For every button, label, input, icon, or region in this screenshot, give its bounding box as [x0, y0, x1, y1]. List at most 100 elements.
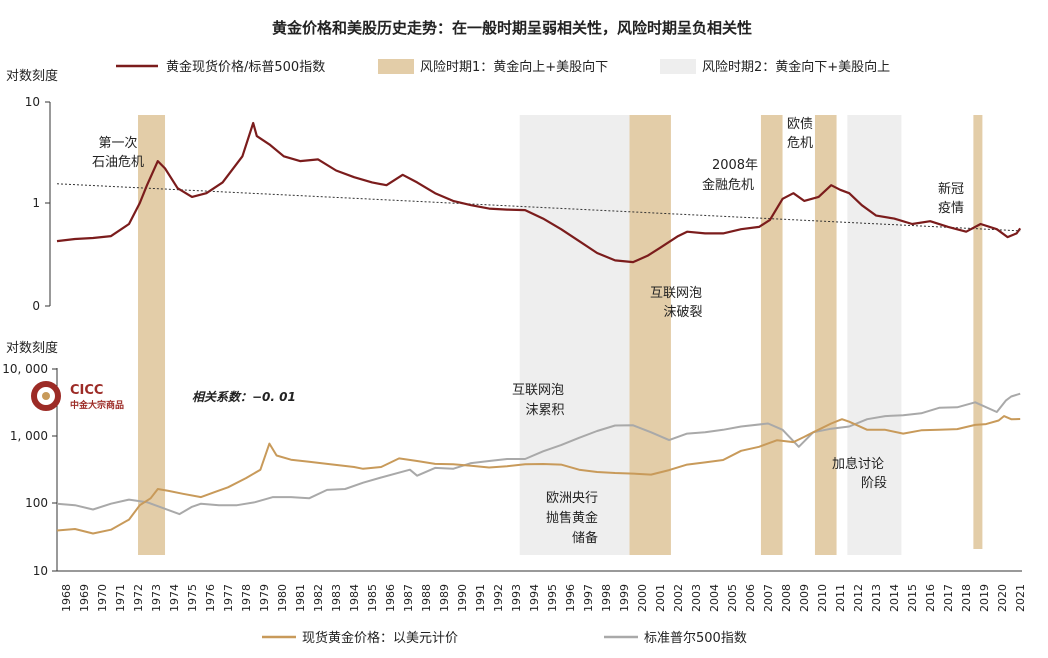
x-tick-label: 1988	[420, 584, 433, 612]
x-tick-label: 1999	[618, 584, 631, 612]
x-tick-label: 1992	[492, 584, 505, 612]
legend-gold-label: 现货黄金价格：以美元计价	[302, 630, 458, 646]
bottom-tick-label-1000: 1, 000	[10, 429, 48, 443]
x-tick-label: 1974	[168, 584, 181, 612]
x-tick-label: 1969	[78, 584, 91, 612]
risk2-band-0	[519, 115, 630, 555]
x-tick-label: 1994	[528, 584, 541, 612]
annot-rate-hike-1: 加息讨论	[832, 456, 884, 472]
top-tick-label-0: 0	[32, 299, 40, 313]
x-tick-label: 2007	[762, 584, 775, 612]
cicc-logo-subtitle: 中金大宗商品	[70, 399, 124, 411]
bottom-tick-label-100: 100	[25, 496, 48, 510]
legend-risk2-label: 风险时期2：黄金向下+美股向上	[702, 59, 890, 75]
annot-dotcom-build-2: 沫累积	[525, 403, 564, 418]
x-tick-label: 1978	[240, 584, 253, 612]
x-tick-label: 2008	[780, 584, 793, 612]
x-tick-label: 1990	[456, 584, 469, 612]
x-tick-label: 2011	[834, 584, 847, 612]
annot-euro-2: 危机	[787, 136, 813, 151]
x-tick-label: 2004	[708, 584, 721, 612]
annot-gfc-2: 金融危机	[702, 177, 754, 193]
x-tick-label: 2009	[798, 584, 811, 612]
x-tick-label: 1998	[600, 584, 613, 612]
legend-spx-label: 标准普尔500指数	[644, 631, 747, 646]
x-tick-label: 2014	[888, 584, 901, 612]
annot-oil-crisis-1: 第一次	[98, 135, 137, 151]
x-tick-label: 1976	[204, 584, 217, 612]
top-axis: 对数刻度 10 1 0	[6, 68, 58, 313]
annot-oil-crisis-2: 石油危机	[92, 155, 144, 170]
x-tick-label: 1986	[384, 584, 397, 612]
risk1-band-1	[629, 115, 671, 555]
legend-risk1-label: 风险时期1：黄金向上+美股向下	[420, 59, 608, 75]
risk1-band-2	[760, 115, 783, 555]
x-tick-label: 2003	[690, 584, 703, 612]
legend-risk2-swatch	[660, 59, 696, 74]
top-tick-label-1: 1	[32, 196, 40, 210]
cicc-logo: CICC 中金大宗商品	[31, 381, 124, 411]
x-tick-label: 1972	[132, 584, 145, 612]
annot-dotcom-burst-2: 沫破裂	[663, 305, 702, 320]
x-tick-label: 2020	[996, 584, 1009, 612]
annot-covid-2: 疫情	[938, 200, 964, 216]
x-tick-label: 1983	[330, 584, 343, 612]
x-tick-label: 2012	[852, 584, 865, 612]
x-tick-label: 2015	[906, 584, 919, 612]
x-tick-label: 1981	[294, 584, 307, 612]
annot-euro-1: 欧债	[787, 117, 813, 132]
x-tick-label: 1970	[96, 584, 109, 612]
x-tick-label: 2016	[924, 584, 937, 612]
x-tick-label: 1989	[438, 584, 451, 612]
x-tick-label: 1987	[402, 584, 415, 612]
annot-ecb-3: 储备	[572, 530, 598, 546]
x-tick-label: 1980	[276, 584, 289, 612]
annot-covid-1: 新冠	[938, 181, 964, 197]
annot-ecb-1: 欧洲央行	[546, 491, 598, 506]
x-tick-label: 2019	[978, 584, 991, 612]
x-tick-label: 1968	[60, 584, 73, 612]
bottom-legend: 现货黄金价格：以美元计价 标准普尔500指数	[262, 630, 747, 646]
x-tick-label: 1975	[186, 584, 199, 612]
risk1-band-3	[814, 115, 837, 555]
top-legend: 黄金现货价格/标普500指数 风险时期1：黄金向上+美股向下 风险时期2：黄金向…	[116, 59, 890, 75]
x-tick-label: 1984	[348, 584, 361, 612]
spx-line	[56, 392, 1021, 516]
annot-correlation: 相关系数：−0. 01	[192, 390, 296, 404]
x-tick-label: 1985	[366, 584, 379, 612]
top-tick-label-10: 10	[25, 95, 40, 109]
x-tick-label: 2013	[870, 584, 883, 612]
x-tick-label: 1982	[312, 584, 325, 612]
risk-period-shading	[138, 115, 983, 555]
annot-gfc-1: 2008年	[712, 158, 758, 173]
gold-spx-ratio-line	[56, 121, 1022, 264]
bottom-y-axis-title: 对数刻度	[6, 340, 58, 356]
x-tick-label: 1979	[258, 584, 271, 612]
x-tick-label: 1977	[222, 584, 235, 612]
x-tick-label: 1993	[510, 584, 523, 612]
x-tick-label: 1995	[546, 584, 559, 612]
cicc-logo-core	[42, 392, 50, 400]
top-y-axis-title: 对数刻度	[6, 68, 58, 84]
x-axis-ticks: 1968 1969 1970 1971 1972 1973 1974 1975 1976 1977…	[60, 584, 1027, 612]
cicc-logo-text: CICC	[70, 383, 103, 398]
x-tick-label: 1971	[114, 584, 127, 612]
x-tick-label: 2000	[636, 584, 649, 612]
x-tick-label: 2006	[744, 584, 757, 612]
x-tick-label: 1973	[150, 584, 163, 612]
annot-rate-hike-2: 阶段	[861, 476, 887, 491]
risk1-band-4	[973, 115, 983, 549]
cicc-logo-mark	[31, 381, 61, 411]
annotations: 第一次 石油危机 2008年 金融危机 欧债 危机 新冠 疫情 互联网泡 沫破裂…	[92, 117, 964, 546]
ratio-trend-line	[56, 183, 1021, 232]
annot-ecb-2: 抛售黄金	[546, 510, 598, 526]
x-tick-label: 2005	[726, 584, 739, 612]
legend-ratio-label: 黄金现货价格/标普500指数	[166, 59, 325, 75]
risk2-band-1	[847, 115, 902, 555]
annot-dotcom-burst-1: 互联网泡	[650, 286, 702, 301]
x-tick-label: 2010	[816, 584, 829, 612]
bottom-tick-label-10: 10	[33, 564, 48, 578]
x-tick-label: 1996	[564, 584, 577, 612]
x-tick-label: 2002	[672, 584, 685, 612]
